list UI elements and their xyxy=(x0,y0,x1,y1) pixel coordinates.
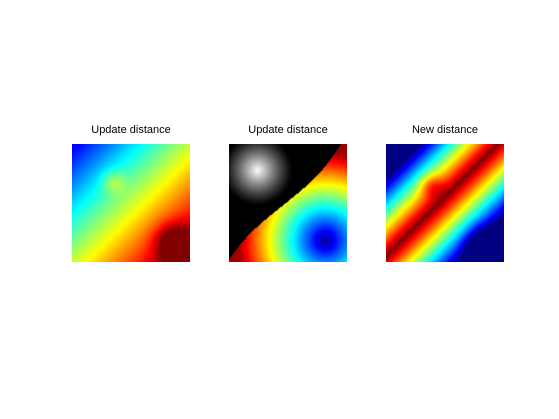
panel-title: Update distance xyxy=(91,124,171,136)
heatmap-image xyxy=(229,144,347,262)
heatmap-image xyxy=(386,144,504,262)
heatmap-image xyxy=(72,144,190,262)
panel-title: Update distance xyxy=(248,124,328,136)
panel-title: New distance xyxy=(411,124,479,136)
